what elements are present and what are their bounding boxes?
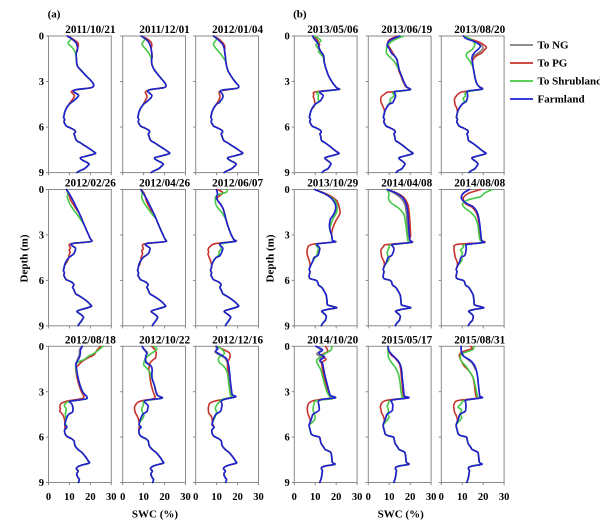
svg-text:0: 0	[120, 492, 125, 503]
svg-text:2015/08/31: 2015/08/31	[454, 334, 505, 346]
svg-text:2012/10/22: 2012/10/22	[139, 334, 190, 346]
svg-text:10: 10	[138, 492, 149, 503]
svg-text:SWC (%): SWC (%)	[378, 509, 424, 521]
svg-text:0: 0	[39, 342, 44, 353]
svg-text:2014/04/08: 2014/04/08	[381, 178, 432, 190]
svg-text:9: 9	[39, 478, 44, 489]
svg-text:0: 0	[46, 492, 51, 503]
svg-text:10: 10	[64, 492, 75, 503]
svg-text:9: 9	[39, 168, 44, 179]
svg-text:0: 0	[292, 492, 297, 503]
svg-text:3: 3	[285, 231, 290, 242]
svg-text:30: 30	[180, 492, 191, 503]
svg-text:10: 10	[457, 492, 468, 503]
svg-text:20: 20	[232, 492, 243, 503]
svg-text:2012/01/04: 2012/01/04	[212, 24, 263, 36]
svg-text:2013/05/06: 2013/05/06	[307, 24, 358, 36]
svg-text:20: 20	[405, 492, 416, 503]
svg-text:2013/06/19: 2013/06/19	[381, 24, 432, 36]
svg-text:0: 0	[39, 185, 44, 196]
svg-text:6: 6	[285, 123, 290, 134]
svg-text:3: 3	[39, 231, 44, 242]
svg-text:0: 0	[285, 185, 290, 196]
svg-text:9: 9	[285, 478, 290, 489]
svg-text:6: 6	[39, 433, 44, 444]
svg-text:30: 30	[253, 492, 264, 503]
svg-text:3: 3	[39, 77, 44, 88]
svg-text:2015/05/17: 2015/05/17	[381, 334, 432, 346]
svg-text:To NG: To NG	[538, 40, 570, 52]
svg-text:9: 9	[285, 321, 290, 332]
svg-text:9: 9	[285, 168, 290, 179]
svg-text:2011/12/01: 2011/12/01	[139, 24, 190, 36]
svg-text:2012/08/18: 2012/08/18	[65, 334, 116, 346]
svg-text:6: 6	[39, 276, 44, 287]
svg-text:20: 20	[85, 492, 96, 503]
svg-text:0: 0	[366, 492, 371, 503]
svg-text:SWC (%): SWC (%)	[132, 509, 178, 521]
svg-text:10: 10	[310, 492, 321, 503]
svg-text:2011/10/21: 2011/10/21	[65, 24, 116, 36]
svg-text:2013/10/29: 2013/10/29	[307, 178, 358, 190]
svg-text:20: 20	[478, 492, 489, 503]
svg-text:Depth (m): Depth (m)	[264, 234, 276, 282]
svg-text:(b): (b)	[293, 9, 307, 21]
svg-text:30: 30	[499, 492, 510, 503]
svg-text:10: 10	[211, 492, 222, 503]
svg-text:6: 6	[39, 123, 44, 134]
svg-text:(a): (a)	[48, 9, 61, 21]
svg-text:To PG: To PG	[538, 58, 568, 70]
svg-text:2012/02/26: 2012/02/26	[65, 178, 116, 190]
svg-text:30: 30	[106, 492, 117, 503]
svg-text:3: 3	[285, 387, 290, 398]
svg-text:2014/08/08: 2014/08/08	[454, 178, 505, 190]
svg-text:Farmland: Farmland	[538, 94, 585, 106]
svg-text:0: 0	[439, 492, 444, 503]
svg-text:9: 9	[39, 321, 44, 332]
svg-text:2012/06/07: 2012/06/07	[212, 178, 263, 190]
svg-text:6: 6	[285, 276, 290, 287]
svg-text:2012/12/16: 2012/12/16	[212, 334, 263, 346]
svg-text:2013/08/20: 2013/08/20	[454, 24, 505, 36]
svg-text:20: 20	[331, 492, 342, 503]
svg-text:2012/04/26: 2012/04/26	[139, 178, 190, 190]
svg-text:0: 0	[285, 342, 290, 353]
svg-text:0: 0	[39, 32, 44, 43]
svg-text:30: 30	[352, 492, 363, 503]
svg-text:To Shrubland: To Shrubland	[538, 76, 600, 88]
svg-text:6: 6	[285, 433, 290, 444]
svg-text:10: 10	[384, 492, 395, 503]
svg-text:Depth (m): Depth (m)	[19, 234, 31, 282]
svg-text:2014/10/20: 2014/10/20	[307, 334, 358, 346]
svg-text:3: 3	[285, 77, 290, 88]
svg-text:20: 20	[159, 492, 170, 503]
svg-text:3: 3	[39, 387, 44, 398]
svg-text:0: 0	[193, 492, 198, 503]
svg-text:30: 30	[426, 492, 437, 503]
svg-text:0: 0	[285, 32, 290, 43]
